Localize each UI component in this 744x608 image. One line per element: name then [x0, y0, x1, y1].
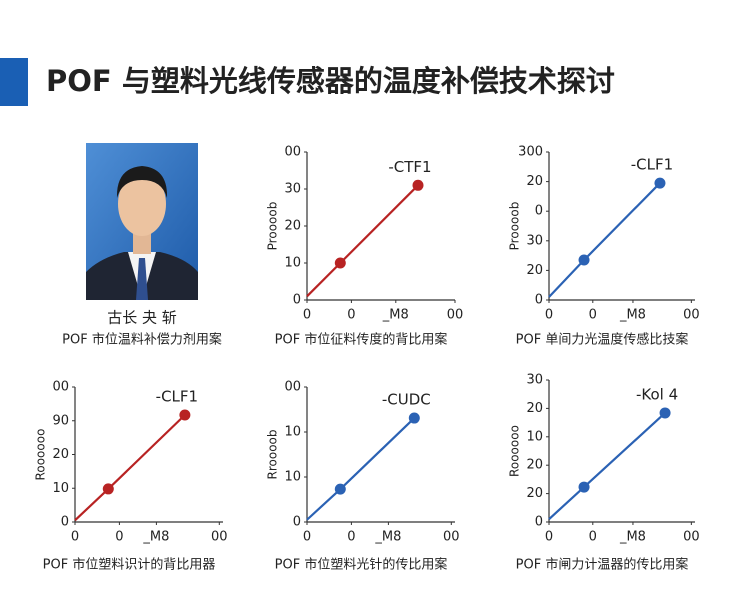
y-tick-label: 10 [284, 470, 301, 485]
data-point [578, 481, 590, 493]
x-tick-label: 0 [303, 530, 311, 545]
y-tick-label: 10 [52, 481, 69, 496]
chart-caption: POF 单间力光温度传感比技案 [516, 332, 689, 348]
data-point [334, 257, 346, 269]
profile-photo [86, 143, 198, 300]
y-tick-label: 0 [293, 515, 301, 530]
y-tick-label: 20 [52, 447, 69, 462]
profile-name: 古长 夬 斩 [107, 309, 177, 327]
legend-label: -CTF1 [388, 158, 431, 176]
chart-caption: POF 市闸力计温器的传比用案 [516, 557, 689, 573]
y-tick-label: 00 [284, 380, 301, 395]
y-tick-label: 30 [526, 233, 543, 248]
y-axis-label: Rroooob [266, 430, 280, 480]
series-line [306, 417, 416, 521]
y-tick-label: 20 [526, 401, 543, 416]
x-tick-label: 0 [545, 308, 553, 323]
y-tick-label: 0 [293, 293, 301, 308]
data-point [578, 254, 590, 266]
legend-label: -CUDC [382, 391, 431, 409]
series-line [74, 414, 186, 522]
y-tick-label: 0 [535, 515, 543, 530]
x-tick-label: 00 [211, 530, 228, 545]
data-point [412, 179, 424, 191]
y-axis-label: Roooooo [34, 429, 48, 481]
legend-label: -Kol 4 [636, 385, 678, 403]
y-tick-label: 20 [526, 174, 543, 189]
chart-caption: POF 市位征料传度的背比用案 [275, 332, 448, 348]
y-tick-label: 20 [526, 486, 543, 501]
y-tick-label: 0 [535, 293, 543, 308]
x-tick-label: 0 [589, 530, 597, 545]
x-tick-label: _M8 [619, 308, 646, 323]
y-tick-label: 20 [526, 263, 543, 278]
legend-label: -CLF1 [631, 156, 673, 174]
x-tick-label: 0 [545, 530, 553, 545]
y-tick-label: 10 [526, 429, 543, 444]
x-tick-label: _M8 [142, 530, 169, 545]
data-point [654, 177, 666, 189]
y-tick-label: 30 [526, 373, 543, 388]
chart-caption: POF 市位塑料光针的传比用案 [275, 557, 448, 573]
y-axis-label: Proooob [508, 202, 522, 251]
data-point [334, 483, 346, 495]
y-tick-label: 10 [284, 256, 301, 271]
x-tick-label: 0 [303, 308, 311, 323]
data-point [179, 409, 191, 421]
y-tick-label: 0 [61, 515, 69, 530]
data-point [659, 407, 671, 419]
y-tick-label: 10 [284, 425, 301, 440]
x-tick-label: 0 [71, 530, 79, 545]
y-tick-label: 20 [284, 219, 301, 234]
x-tick-label: 00 [683, 530, 700, 545]
y-tick-label: 00 [284, 145, 301, 160]
y-tick-label: 30 [284, 182, 301, 197]
legend-label: -CLF1 [156, 388, 198, 406]
x-tick-label: 00 [447, 308, 464, 323]
y-tick-label: 20 [526, 458, 543, 473]
x-tick-label: 00 [443, 530, 460, 545]
y-axis-label: Proooob [266, 202, 280, 251]
y-tick-label: 0 [535, 204, 543, 219]
x-tick-label: 0 [115, 530, 123, 545]
chart-caption: POF 市位塑料识计的背比用器 [43, 557, 216, 573]
x-tick-label: _M8 [374, 530, 401, 545]
x-tick-label: 0 [347, 308, 355, 323]
x-tick-label: 00 [683, 308, 700, 323]
data-point [408, 412, 420, 424]
x-tick-label: _M8 [619, 530, 646, 545]
series-line [548, 182, 661, 298]
y-tick-label: 00 [52, 380, 69, 395]
y-tick-label: 300 [518, 145, 543, 160]
series-line [548, 412, 666, 520]
series-line [306, 184, 419, 298]
slide-title: POF 与塑料光线传感器的温度补偿技术探讨 [46, 64, 615, 98]
y-tick-label: 90 [52, 413, 69, 428]
data-point [102, 483, 114, 495]
x-tick-label: 0 [347, 530, 355, 545]
x-tick-label: 0 [589, 308, 597, 323]
x-tick-label: _M8 [382, 308, 409, 323]
y-axis-label: Roooooo [508, 425, 522, 477]
title-accent [0, 58, 28, 106]
profile-caption: POF 市位温料补偿力剂用案 [62, 332, 222, 348]
